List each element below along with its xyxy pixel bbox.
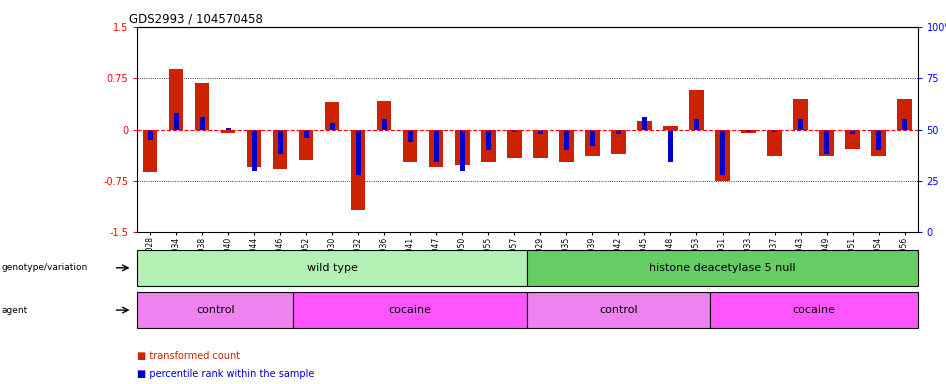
Bar: [330, 123, 335, 130]
Bar: [507, 130, 521, 158]
Text: ■ transformed count: ■ transformed count: [137, 351, 240, 361]
Bar: [590, 130, 595, 146]
Text: cocaine: cocaine: [389, 305, 431, 315]
Bar: [642, 117, 647, 130]
Bar: [819, 130, 833, 156]
Bar: [148, 130, 152, 140]
Bar: [876, 130, 881, 150]
Bar: [586, 130, 600, 156]
Bar: [690, 90, 704, 130]
Bar: [304, 130, 308, 138]
Bar: [408, 130, 412, 142]
Bar: [559, 130, 573, 162]
Bar: [846, 130, 860, 149]
Text: wild type: wild type: [307, 263, 358, 273]
Bar: [898, 99, 912, 130]
Text: histone deacetylase 5 null: histone deacetylase 5 null: [649, 263, 796, 273]
Bar: [195, 83, 209, 130]
Bar: [299, 130, 313, 161]
Bar: [137, 250, 527, 286]
Bar: [278, 130, 283, 154]
Bar: [293, 292, 527, 328]
Bar: [137, 292, 293, 328]
Bar: [694, 119, 699, 130]
Text: ■ percentile rank within the sample: ■ percentile rank within the sample: [137, 369, 314, 379]
Bar: [902, 119, 907, 130]
Bar: [486, 130, 491, 150]
Bar: [512, 130, 517, 132]
Bar: [527, 250, 918, 286]
Bar: [564, 130, 569, 150]
Bar: [720, 130, 725, 175]
Bar: [403, 130, 417, 162]
Bar: [382, 119, 387, 130]
Bar: [794, 99, 808, 130]
Bar: [538, 130, 543, 134]
Bar: [169, 70, 184, 130]
Bar: [221, 130, 236, 133]
Bar: [850, 130, 855, 134]
Bar: [715, 130, 729, 181]
Text: agent: agent: [2, 306, 28, 314]
Bar: [616, 130, 621, 134]
Text: cocaine: cocaine: [792, 305, 835, 315]
Bar: [143, 130, 157, 172]
Bar: [174, 113, 179, 130]
Bar: [767, 130, 781, 156]
Bar: [325, 102, 340, 130]
Bar: [273, 130, 288, 169]
Bar: [482, 130, 496, 162]
Bar: [824, 130, 829, 154]
Bar: [638, 121, 652, 130]
Bar: [742, 130, 756, 133]
Text: GDS2993 / 104570458: GDS2993 / 104570458: [130, 13, 263, 26]
Bar: [226, 127, 231, 130]
Bar: [200, 117, 204, 130]
Bar: [534, 130, 548, 158]
Bar: [772, 130, 777, 132]
Text: genotype/variation: genotype/variation: [2, 263, 88, 272]
Bar: [871, 130, 885, 156]
Bar: [611, 130, 625, 154]
Bar: [527, 292, 710, 328]
Bar: [356, 130, 360, 175]
Bar: [668, 130, 673, 162]
Bar: [252, 130, 256, 170]
Bar: [798, 119, 803, 130]
Bar: [434, 130, 439, 162]
Text: control: control: [599, 305, 638, 315]
Bar: [247, 130, 261, 167]
Bar: [455, 130, 469, 165]
Bar: [460, 130, 464, 170]
Bar: [710, 292, 918, 328]
Bar: [663, 126, 677, 130]
Text: control: control: [196, 305, 235, 315]
Bar: [746, 130, 751, 132]
Bar: [377, 101, 392, 130]
Bar: [429, 130, 444, 167]
Bar: [351, 130, 365, 210]
